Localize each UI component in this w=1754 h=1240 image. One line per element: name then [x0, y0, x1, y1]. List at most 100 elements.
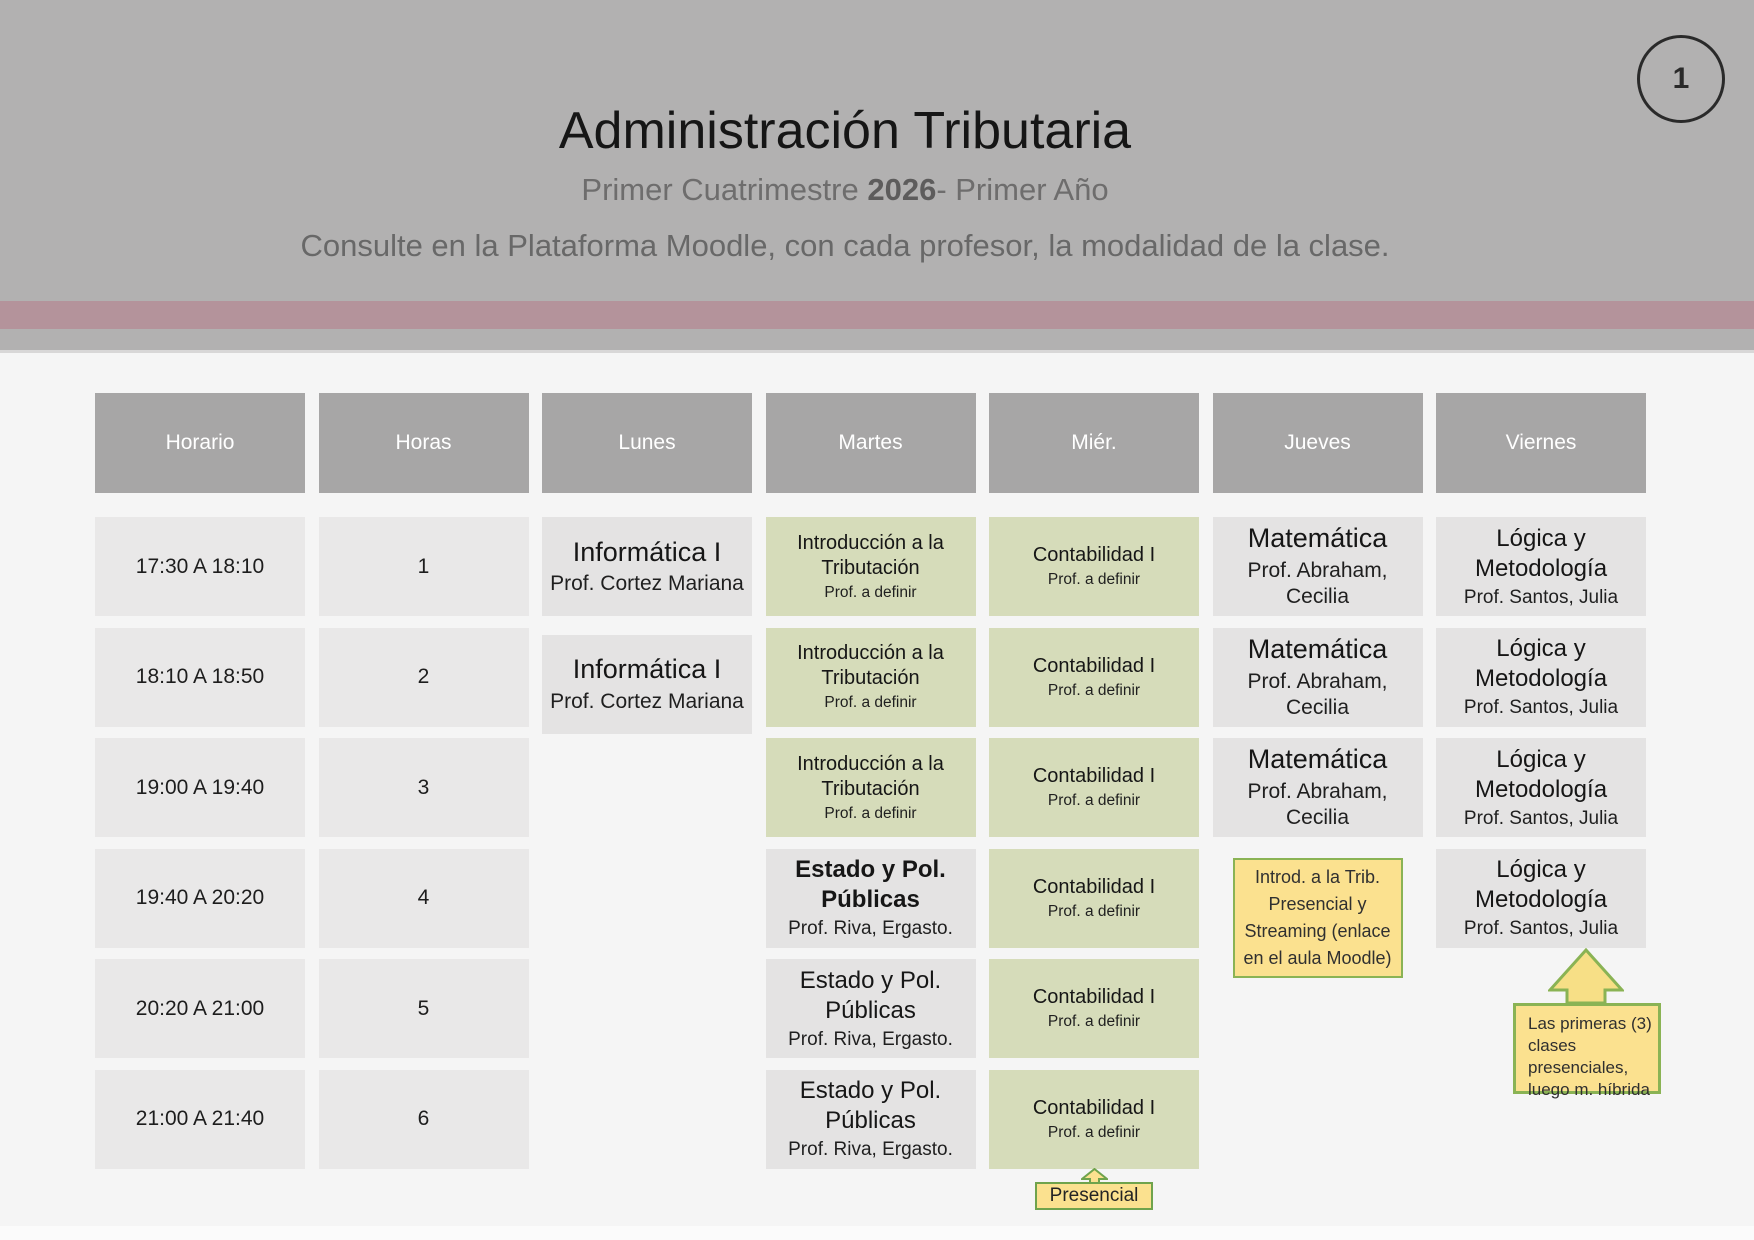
- schedule-cell: Matemática Prof. Abraham, Cecilia: [1212, 517, 1423, 616]
- course-title: Estado y Pol. Públicas: [795, 856, 946, 914]
- schedule-cell: Estado y Pol. Públicas Prof. Riva, Ergas…: [765, 848, 976, 948]
- subtitle-prefix: Primer Cuatrimestre: [581, 172, 868, 208]
- time-cell: 17:30 A 18:10: [95, 517, 305, 616]
- schedule-cell: Estado y Pol. Públicas Prof. Riva, Ergas…: [765, 1069, 976, 1169]
- schedule-cell: Contabilidad I Prof. a definir: [989, 738, 1199, 837]
- course-title: Contabilidad I: [1032, 654, 1156, 677]
- course-title: Matemática: [1247, 633, 1388, 664]
- course-title: Informática I: [572, 536, 722, 567]
- course-title: Introducción a la Tributación: [797, 642, 944, 690]
- column-header-miercoles: Miér.: [989, 393, 1199, 493]
- schedule-cell: Contabilidad I Prof. a definir: [989, 1069, 1199, 1169]
- empty-cell: [542, 738, 752, 837]
- accent-band: [0, 301, 1754, 329]
- schedule-cell: Informática I Prof. Cortez Mariana: [542, 634, 752, 734]
- schedule-body: 17:30 A 18:10 1 Informática I Prof. Cort…: [95, 517, 1646, 1169]
- course-title: Estado y Pol. Públicas: [799, 1077, 942, 1135]
- course-prof: Prof. Santos, Julia: [1463, 807, 1619, 829]
- bottom-strip: [0, 1226, 1754, 1240]
- column-header-horas: Horas: [318, 393, 529, 493]
- time-cell: 18:10 A 18:50: [95, 627, 305, 727]
- empty-cell: [542, 849, 752, 948]
- course-prof: Prof. a definir: [824, 694, 917, 712]
- hour-cell: 4: [318, 848, 529, 948]
- schedule-cell: Contabilidad I Prof. a definir: [989, 517, 1199, 616]
- course-prof: Prof. Abraham, Cecilia: [1247, 780, 1388, 830]
- schedule-cell: Matemática Prof. Abraham, Cecilia: [1212, 627, 1423, 727]
- time-cell: 19:00 A 19:40: [95, 738, 305, 837]
- time-cell: 21:00 A 21:40: [95, 1069, 305, 1169]
- course-title: Introducción a la Tributación: [797, 752, 944, 800]
- column-header-jueves: Jueves: [1212, 393, 1423, 493]
- empty-cell: [1213, 1070, 1423, 1169]
- course-prof: Prof. a definir: [1047, 792, 1141, 810]
- schedule-cell: Lógica y Metodología Prof. Santos, Julia: [1436, 848, 1646, 948]
- column-header-viernes: Viernes: [1436, 393, 1646, 493]
- subtitle-year: 2026: [867, 172, 937, 208]
- schedule-cell: Lógica y Metodología Prof. Santos, Julia: [1436, 738, 1646, 837]
- schedule-cell: Introducción a la Tributación Prof. a de…: [765, 517, 976, 616]
- schedule-cell: Contabilidad I Prof. a definir: [989, 959, 1199, 1058]
- presencial-label: Presencial: [1035, 1182, 1153, 1210]
- hour-cell: 1: [318, 517, 529, 616]
- column-header-martes: Martes: [765, 393, 976, 493]
- small-up-arrow-icon: [1081, 1168, 1108, 1184]
- course-title: Contabilidad I: [1032, 986, 1156, 1009]
- course-title: Lógica y Metodología: [1474, 745, 1608, 803]
- empty-cell: [1213, 959, 1423, 1058]
- course-prof: Prof. Santos, Julia: [1463, 918, 1619, 940]
- course-prof: Prof. Cortez Mariana: [550, 689, 744, 713]
- header-band: Administración Tributaria Primer Cuatrim…: [0, 0, 1754, 301]
- schedule-cell: Lógica y Metodología Prof. Santos, Julia: [1436, 517, 1646, 616]
- course-title: Contabilidad I: [1032, 765, 1156, 788]
- viernes-callout-note: Las primeras (3) clases presenciales, lu…: [1513, 1003, 1661, 1099]
- hour-cell: 2: [318, 627, 529, 727]
- hour-cell: 5: [318, 959, 529, 1058]
- course-title: Matemática: [1247, 523, 1388, 554]
- course-title: Contabilidad I: [1032, 875, 1156, 898]
- column-header-lunes: Lunes: [542, 393, 752, 493]
- up-block-arrow-icon: [1548, 948, 1624, 1005]
- slide-number-badge: 1: [1637, 35, 1725, 123]
- header-text-block: Administración Tributaria Primer Cuatrim…: [0, 0, 1690, 264]
- slide-number: 1: [1672, 62, 1690, 95]
- course-prof: Prof. a definir: [1047, 571, 1141, 589]
- subtitle-suffix: - Primer Año: [936, 172, 1109, 208]
- empty-cell: [542, 959, 752, 1058]
- course-prof: Prof. Riva, Ergasto.: [788, 1028, 953, 1050]
- course-prof: Prof. a definir: [1047, 681, 1141, 699]
- course-prof: Prof. Riva, Ergasto.: [788, 1139, 953, 1161]
- page-subtitle: Primer Cuatrimestre 2026- Primer Año: [0, 172, 1690, 208]
- schedule-cell: Informática I Prof. Cortez Mariana: [542, 517, 752, 616]
- course-title: Introducción a la Tributación: [797, 531, 944, 579]
- course-title: Lógica y Metodología: [1474, 524, 1608, 582]
- schedule-cell: Contabilidad I Prof. a definir: [989, 848, 1199, 948]
- hour-cell: 6: [318, 1069, 529, 1169]
- schedule-cell: Matemática Prof. Abraham, Cecilia: [1212, 738, 1423, 837]
- course-title: Lógica y Metodología: [1474, 635, 1608, 693]
- time-cell: 20:20 A 21:00: [95, 959, 305, 1058]
- secondary-band: [0, 329, 1754, 353]
- course-title: Informática I: [572, 654, 722, 684]
- schedule-cell: Contabilidad I Prof. a definir: [989, 627, 1199, 727]
- course-prof: Prof. Abraham, Cecilia: [1247, 669, 1388, 719]
- course-title: Contabilidad I: [1032, 1096, 1156, 1119]
- course-title: Matemática: [1247, 744, 1388, 775]
- course-prof: Prof. Santos, Julia: [1463, 586, 1619, 608]
- course-prof: Prof. a definir: [824, 583, 917, 601]
- schedule-cell: Estado y Pol. Públicas Prof. Riva, Ergas…: [765, 959, 976, 1058]
- course-prof: Prof. a definir: [1047, 1013, 1141, 1031]
- time-cell: 19:40 A 20:20: [95, 848, 305, 948]
- course-prof: Prof. Santos, Julia: [1463, 697, 1619, 719]
- schedule-cell: Introducción a la Tributación Prof. a de…: [765, 738, 976, 837]
- jueves-callout-note: Introd. a la Trib. Presencial y Streamin…: [1232, 857, 1403, 978]
- course-title: Lógica y Metodología: [1474, 856, 1608, 914]
- hour-cell: 3: [318, 738, 529, 837]
- course-prof: Prof. a definir: [824, 804, 917, 822]
- schedule-header-row: Horario Horas Lunes Martes Miér. Jueves …: [95, 393, 1646, 493]
- course-title: Estado y Pol. Públicas: [799, 966, 942, 1024]
- course-prof: Prof. Abraham, Cecilia: [1247, 559, 1388, 609]
- column-header-horario: Horario: [95, 393, 305, 493]
- schedule-cell: Lógica y Metodología Prof. Santos, Julia: [1436, 627, 1646, 727]
